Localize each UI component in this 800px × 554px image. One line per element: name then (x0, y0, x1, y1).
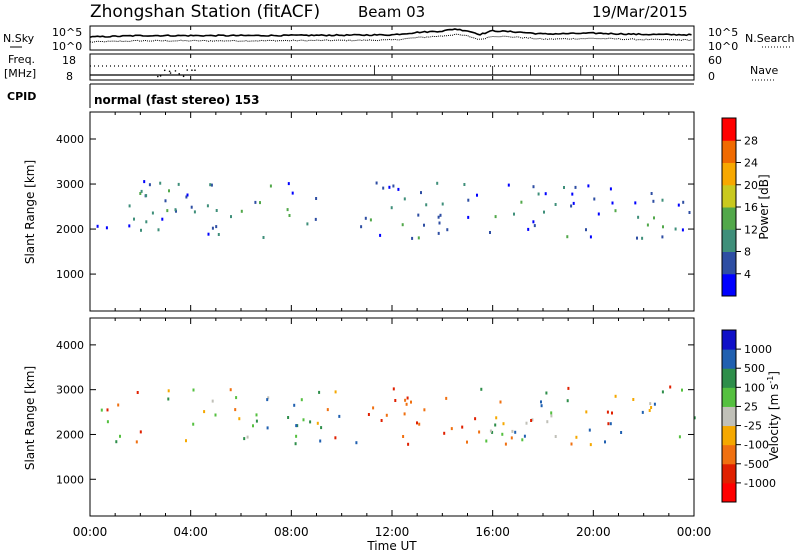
freq-label: Freq. (8, 53, 35, 66)
freq-lines (90, 65, 694, 78)
nave-label: Nave (750, 64, 778, 77)
noise-ytick-left-top: 10^5 (52, 26, 82, 39)
freq-ytick-right-bottom: 0 (708, 70, 715, 83)
nsky-label: N.Sky (3, 32, 35, 45)
freq-dot (191, 69, 193, 71)
date-label: 19/Mar/2015 (592, 3, 688, 21)
cpid-text: normal (fast stereo) 153 (94, 93, 260, 107)
freq-dot (168, 70, 171, 73)
beam-label: Beam 03 (358, 3, 425, 21)
freq-dot (194, 69, 196, 72)
noise-ytick-right-top: 10^5 (708, 26, 738, 39)
nsearch-label: N.Search (745, 32, 795, 45)
nsky-line (89, 28, 692, 39)
freq-dot (182, 75, 185, 78)
noise-lines (89, 28, 692, 43)
power-data (96, 180, 691, 240)
noise-ytick-right-bottom: 10^0 (708, 40, 738, 53)
freq-dot (157, 75, 159, 78)
noise-ytick-left-bottom: 10^0 (52, 40, 82, 53)
cpid-label: CPID (7, 90, 36, 103)
freq-ytick-left-top: 18 (62, 54, 76, 67)
station-title: Zhongshan Station (fitACF) (90, 2, 320, 22)
nsearch-line (89, 33, 692, 43)
freq-unit-label: [MHz] (4, 67, 36, 80)
freq-dot (163, 69, 166, 72)
freq-dot (169, 72, 172, 74)
freq-dot (174, 70, 177, 72)
freq-dot (178, 72, 180, 75)
freq-dot (159, 75, 162, 77)
freq-ytick-right-top: 60 (708, 54, 722, 67)
freq-dot (186, 69, 189, 71)
freq-ytick-left-bottom: 8 (66, 70, 73, 83)
